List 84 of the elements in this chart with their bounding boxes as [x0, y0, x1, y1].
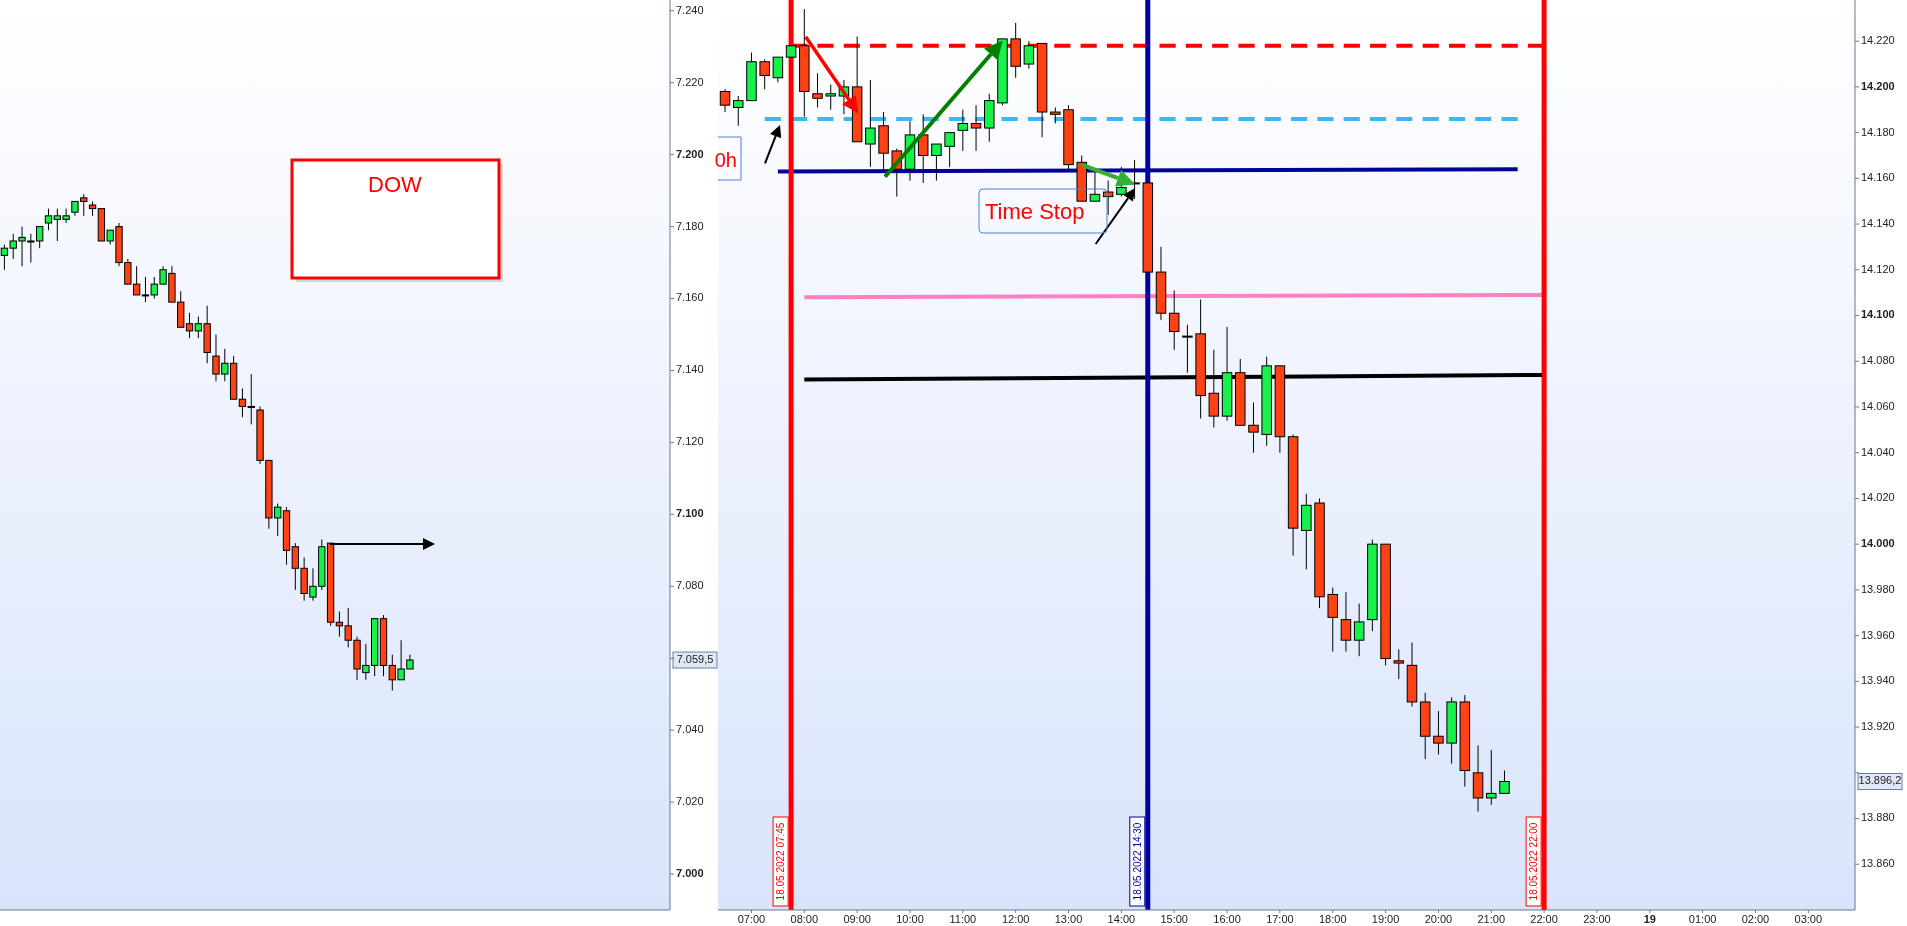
y-tick-label: 14.220 — [1861, 34, 1895, 47]
y-tick-label: 14.000 — [1861, 537, 1895, 550]
text: 13.896,2 — [1858, 774, 1902, 787]
candlestick — [1340, 591, 1352, 653]
y-tick-label: 13.980 — [1861, 582, 1895, 595]
y-tick-label: 14.160 — [1861, 171, 1895, 184]
text: 7.059,5 — [676, 652, 714, 665]
y-tick-label: 13.940 — [1861, 674, 1895, 687]
candlestick — [1182, 324, 1193, 374]
candlestick — [825, 84, 836, 111]
y-tick-label: 13.960 — [1861, 628, 1895, 641]
x-tick-label: 07:00 — [737, 913, 766, 925]
x-tick-label: 10:00 — [896, 913, 924, 925]
y-tick-label: 14.120 — [1861, 262, 1895, 275]
candlestick — [1248, 401, 1259, 454]
y-tick-label: 7.180 — [676, 219, 704, 232]
candlestick — [812, 72, 823, 108]
candlestick — [1023, 40, 1035, 70]
y-tick-label: 7.220 — [676, 75, 704, 88]
candlestick — [733, 95, 744, 127]
y-tick-label: 14.140 — [1861, 216, 1895, 229]
y-tick-label: 14.100 — [1861, 308, 1895, 321]
y-tick-label: 7.000 — [676, 866, 704, 879]
y-tick-label: 7.160 — [676, 291, 704, 304]
candlestick — [772, 56, 784, 83]
y-tick-label: 14.060 — [1861, 399, 1895, 412]
x-tick-label: 13:00 — [1054, 913, 1083, 925]
y-tick-label: 13.880 — [1861, 811, 1895, 824]
x-tick-label: 20:00 — [1424, 913, 1453, 925]
candlestick — [1353, 603, 1365, 657]
ref-line-label: 18.05.2022 22:00 — [1528, 822, 1540, 901]
candlestick — [931, 143, 942, 182]
y-tick-label: 14.020 — [1861, 491, 1895, 504]
y-tick-label: 7.020 — [676, 795, 704, 807]
y-tick-label: 7.040 — [676, 723, 704, 736]
candlestick — [865, 79, 876, 168]
x-tick-label: 22:00 — [1530, 913, 1558, 925]
y-tick-label: 7.100 — [676, 507, 704, 520]
y-tick-label: 14.200 — [1861, 79, 1895, 92]
x-tick-label: 08:00 — [790, 913, 819, 925]
x-tick-label: 16:00 — [1213, 913, 1241, 925]
x-tick-label: 18:00 — [1318, 913, 1347, 925]
candlestick — [719, 88, 731, 113]
candlestick — [1327, 587, 1338, 653]
x-tick-label: 21:00 — [1477, 913, 1506, 925]
y-tick-label: 7.140 — [676, 363, 704, 376]
x-tick-label: 19:00 — [1371, 913, 1400, 925]
y-tick-label: 14.040 — [1861, 445, 1895, 458]
x-tick-label: 02:00 — [1741, 913, 1770, 925]
y-tick-label: 14.180 — [1861, 125, 1895, 138]
x-tick-label: 01:00 — [1688, 913, 1717, 925]
candlestick — [1499, 770, 1510, 794]
x-tick-label: 11:00 — [949, 913, 977, 925]
annotation: Time Stop — [985, 199, 1085, 224]
candlestick — [1168, 289, 1180, 351]
x-tick-label: 12:00 — [1001, 913, 1030, 925]
candlestick — [1116, 166, 1127, 198]
candlestick — [759, 58, 770, 90]
x-tick-label: 14:00 — [1107, 913, 1136, 925]
candlestick — [1486, 749, 1497, 806]
candlestick — [957, 109, 969, 152]
x-tick-label: 23:00 — [1583, 913, 1611, 925]
candlestick — [970, 104, 982, 152]
ref-line-label: 18.05.2022 07:45 — [775, 822, 787, 901]
candlestick — [1433, 710, 1444, 756]
y-tick-label: 7.080 — [676, 579, 704, 592]
y-tick-label: 7.200 — [676, 147, 704, 160]
x-tick-label: 17:00 — [1266, 913, 1294, 925]
candlestick — [1089, 170, 1101, 202]
annotation: 0h — [714, 149, 737, 171]
candlestick — [944, 132, 955, 168]
x-tick-label: 19 — [1643, 913, 1656, 925]
annotation: DOW — [368, 172, 423, 197]
candlestick — [917, 113, 929, 184]
y-tick-label: 13.860 — [1861, 857, 1895, 870]
ref-line-label: 18.05.2022 14:30 — [1131, 822, 1143, 901]
candlestick — [1393, 648, 1405, 680]
x-tick-label: 15:00 — [1160, 913, 1188, 925]
y-tick-label: 7.120 — [676, 435, 704, 448]
x-tick-label: 09:00 — [843, 913, 871, 925]
y-tick-label: 13.920 — [1861, 719, 1895, 732]
y-tick-label: 7.240 — [676, 3, 704, 16]
x-tick-label: 03:00 — [1794, 913, 1823, 925]
y-tick-label: 14.080 — [1861, 354, 1895, 367]
